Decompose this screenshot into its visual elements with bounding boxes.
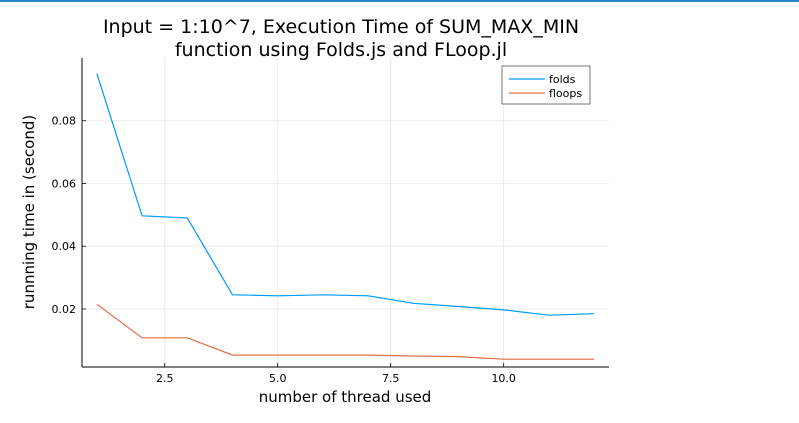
y-tick-label: 0.04 bbox=[52, 240, 77, 253]
x-tick-label: 5.0 bbox=[269, 372, 287, 385]
window-top-border bbox=[0, 0, 799, 2]
y-tick-label: 0.06 bbox=[52, 177, 77, 190]
series bbox=[96, 73, 595, 360]
legend-box bbox=[501, 65, 591, 105]
legend: folds floops bbox=[501, 65, 591, 105]
axes bbox=[81, 58, 609, 368]
legend-label-folds: folds bbox=[549, 73, 576, 86]
y-tick-label: 0.02 bbox=[52, 303, 77, 316]
x-tick-label: 2.5 bbox=[156, 372, 174, 385]
x-tick-label: 10.0 bbox=[491, 372, 516, 385]
ticks: 2.5 5.0 7.5 10.0 0.02 0.04 0.06 0.08 bbox=[52, 115, 516, 385]
series-line-folds bbox=[96, 73, 595, 316]
grid bbox=[82, 58, 609, 367]
legend-label-floops: floops bbox=[549, 87, 582, 100]
x-tick-label: 7.5 bbox=[382, 372, 400, 385]
chart-title-line1: Input = 1:10^7, Execution Time of SUM_MA… bbox=[103, 16, 579, 38]
x-axis-label: number of thread used bbox=[259, 388, 432, 406]
chart-title-line2: function using Folds.js and FLoop.jl bbox=[175, 39, 507, 61]
series-line-floops bbox=[96, 303, 595, 360]
y-tick-label: 0.08 bbox=[52, 115, 77, 128]
y-axis-label: runnning time in (second) bbox=[20, 115, 38, 309]
